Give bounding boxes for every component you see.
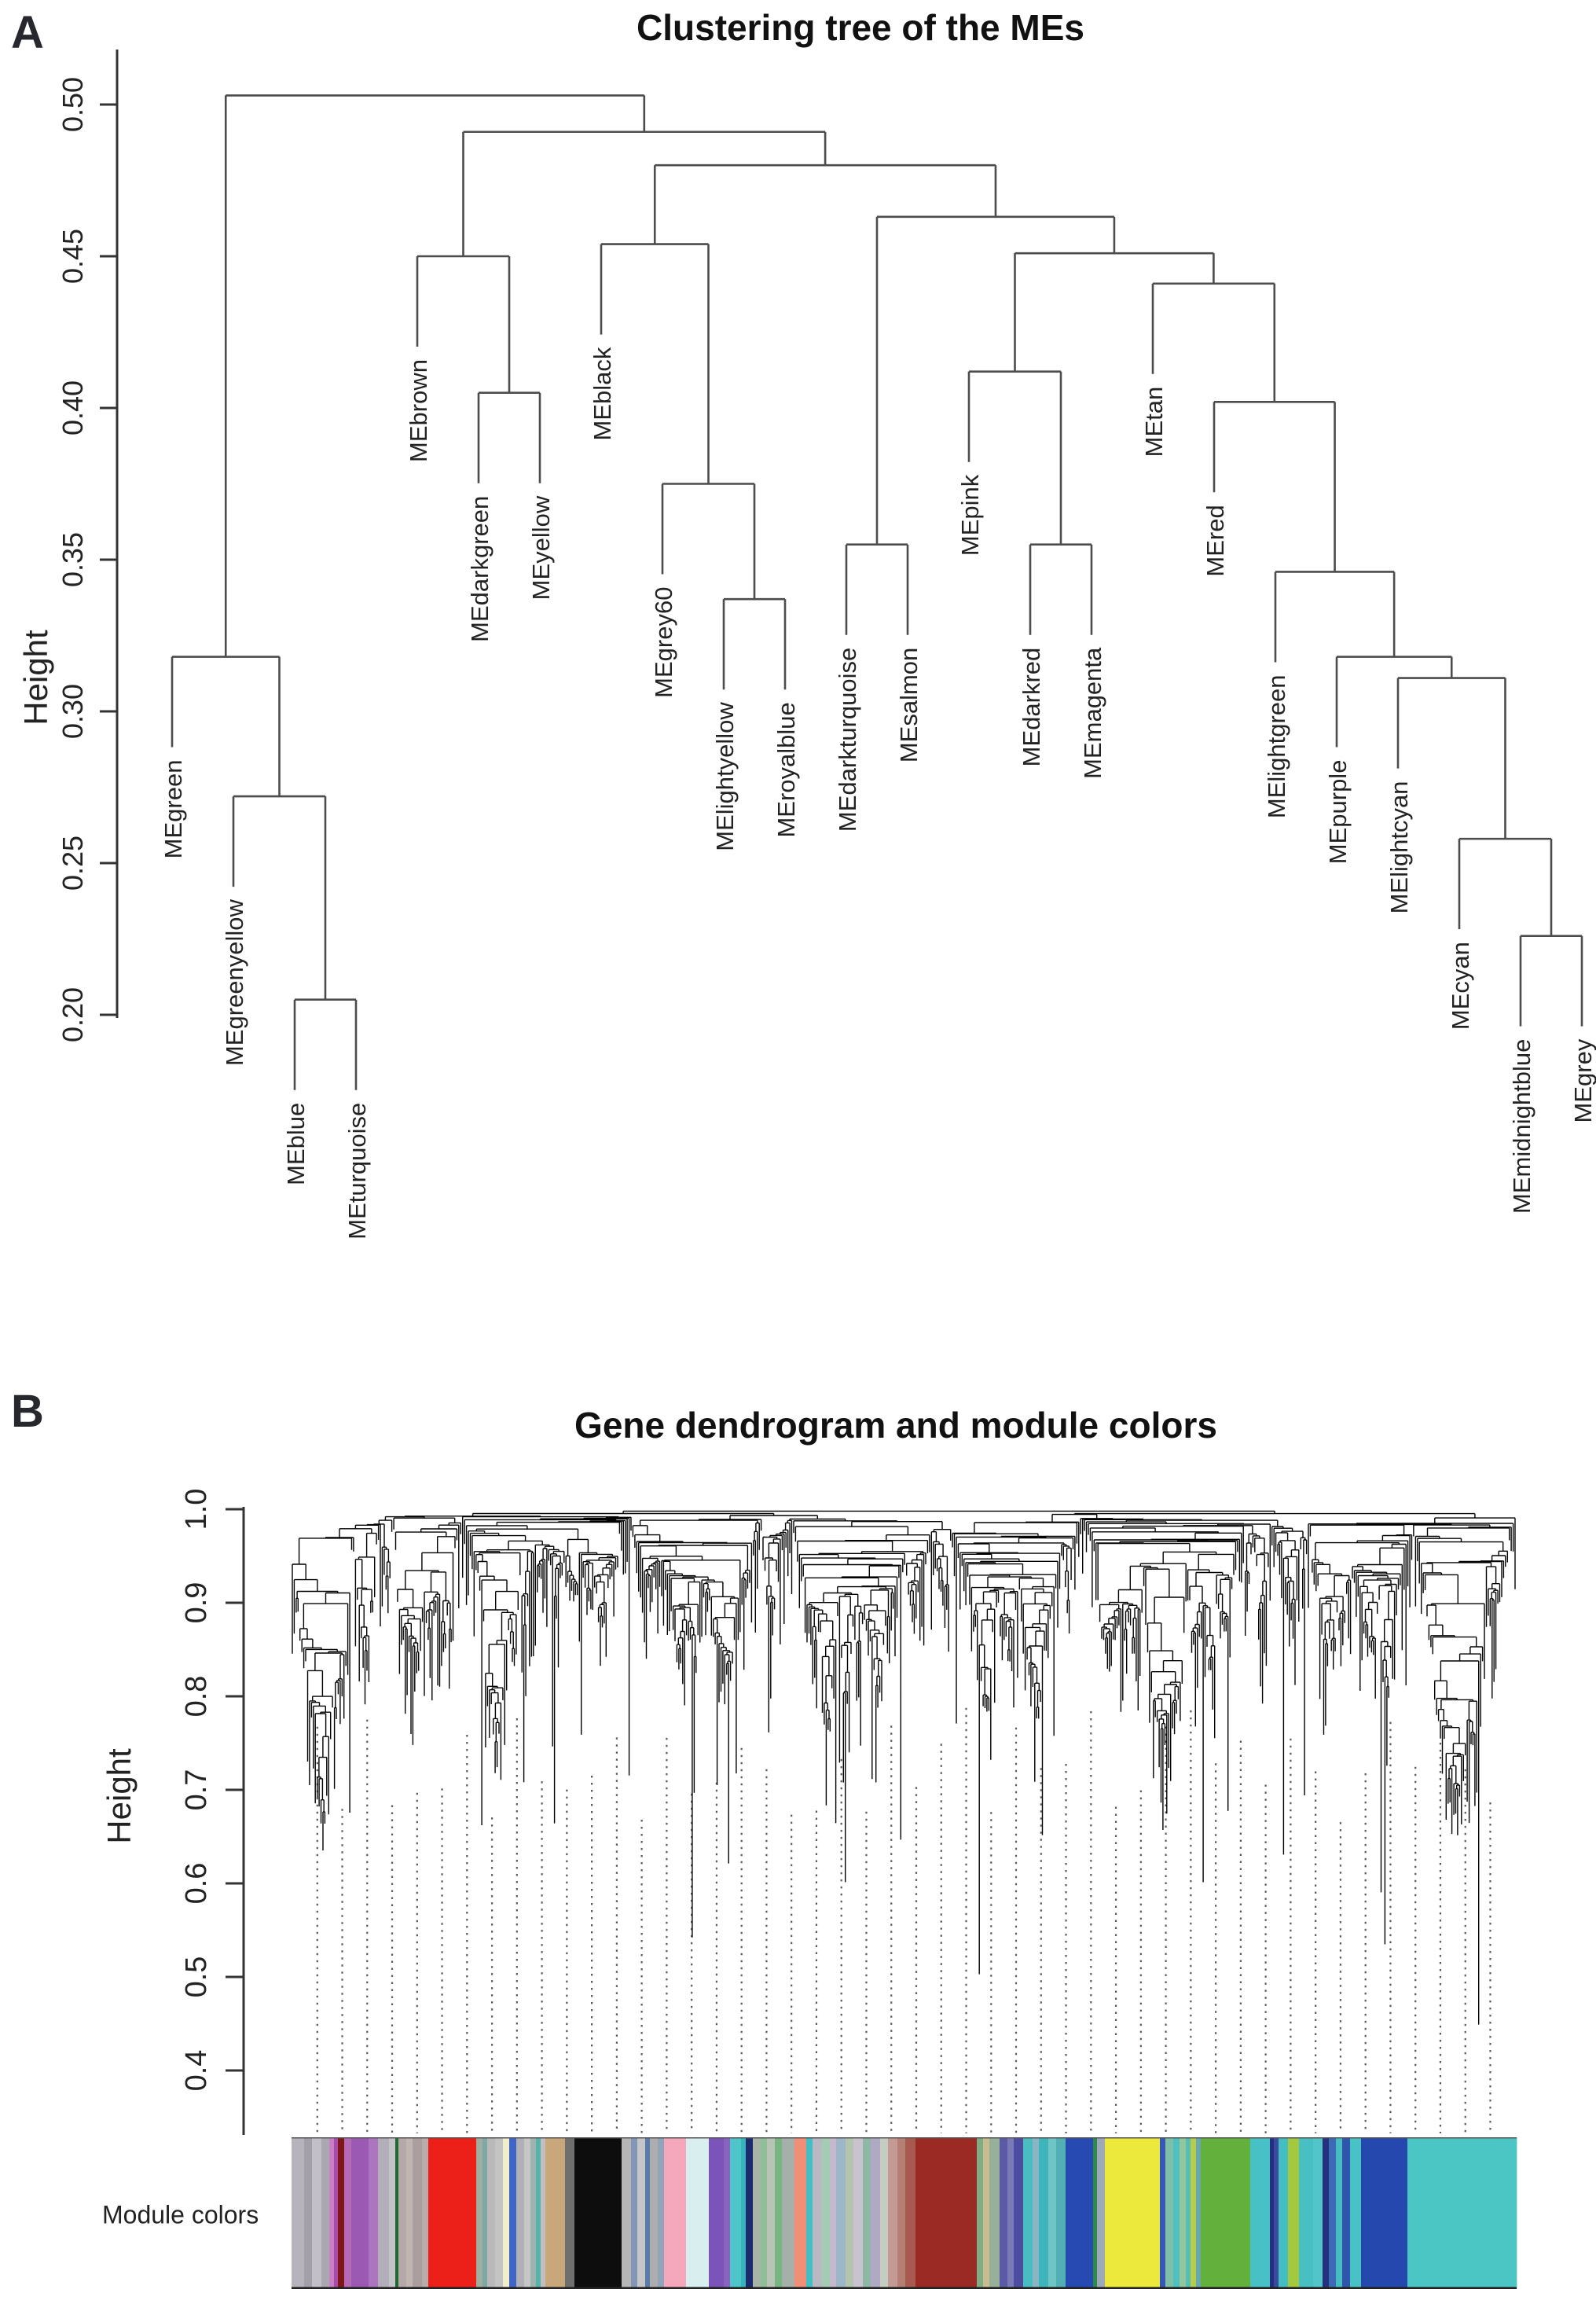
svg-text:MElightgreen: MElightgreen <box>1263 674 1290 818</box>
svg-text:MElightcyan: MElightcyan <box>1385 781 1413 914</box>
svg-text:MEcyan: MEcyan <box>1447 942 1474 1030</box>
svg-text:0.9: 0.9 <box>180 1582 213 1624</box>
svg-text:0.7: 0.7 <box>180 1769 213 1811</box>
svg-text:MElightyellow: MElightyellow <box>711 702 739 851</box>
svg-text:MEbrown: MEbrown <box>405 359 432 462</box>
module-colors-bar <box>292 2137 1517 2289</box>
me-clustering-dendrogram: 0.50 0.45 0.40 0.35 0.30 0.25 0.20 MEgreen MEgre… <box>57 50 1596 1240</box>
svg-text:MEroyalblue: MEroyalblue <box>772 702 800 837</box>
svg-text:MEtan: MEtan <box>1140 387 1168 457</box>
svg-text:MEblue: MEblue <box>282 1103 310 1185</box>
svg-text:MEdarkred: MEdarkred <box>1018 648 1045 767</box>
svg-text:MEpink: MEpink <box>956 474 984 556</box>
svg-text:MEpurple: MEpurple <box>1324 760 1352 865</box>
svg-text:0.45: 0.45 <box>57 229 89 284</box>
svg-text:MEgreenyellow: MEgreenyellow <box>221 899 248 1067</box>
svg-text:0.6: 0.6 <box>180 1863 213 1905</box>
svg-text:MEgreen: MEgreen <box>160 760 187 859</box>
module-colors-label: Module colors <box>102 2200 259 2229</box>
svg-text:0.35: 0.35 <box>57 532 89 587</box>
svg-text:MEdarkturquoise: MEdarkturquoise <box>834 648 861 832</box>
svg-text:MEblack: MEblack <box>589 347 616 440</box>
panel-a-letter: A <box>11 7 44 58</box>
svg-text:MEmidnightblue: MEmidnightblue <box>1508 1039 1535 1214</box>
svg-text:1.0: 1.0 <box>180 1489 213 1530</box>
svg-text:MEdarkgreen: MEdarkgreen <box>466 496 493 642</box>
svg-text:0.50: 0.50 <box>57 77 89 132</box>
svg-text:MEturquoise: MEturquoise <box>343 1103 371 1240</box>
svg-text:MEgrey60: MEgrey60 <box>650 587 677 698</box>
panel-b-y-axis-label: Height <box>101 1748 138 1844</box>
svg-text:0.4: 0.4 <box>180 2050 213 2092</box>
svg-text:MEgrey: MEgrey <box>1569 1038 1596 1122</box>
panel-a-y-axis-label: Height <box>17 630 54 726</box>
svg-text:MEred: MEred <box>1202 505 1229 576</box>
svg-text:MEmagenta: MEmagenta <box>1079 647 1106 779</box>
svg-text:0.25: 0.25 <box>57 836 89 891</box>
svg-text:0.5: 0.5 <box>180 1956 213 1998</box>
svg-text:0.30: 0.30 <box>57 684 89 739</box>
panel-a-title: Clustering tree of the MEs <box>637 7 1084 48</box>
panel-b-letter: B <box>11 1386 44 1437</box>
svg-text:0.8: 0.8 <box>180 1676 213 1718</box>
panel-b-title: Gene dendrogram and module colors <box>574 1405 1217 1446</box>
svg-text:MEsalmon: MEsalmon <box>895 648 923 762</box>
svg-text:0.20: 0.20 <box>57 987 89 1042</box>
svg-text:MEyellow: MEyellow <box>527 495 555 600</box>
svg-text:0.40: 0.40 <box>57 380 89 435</box>
